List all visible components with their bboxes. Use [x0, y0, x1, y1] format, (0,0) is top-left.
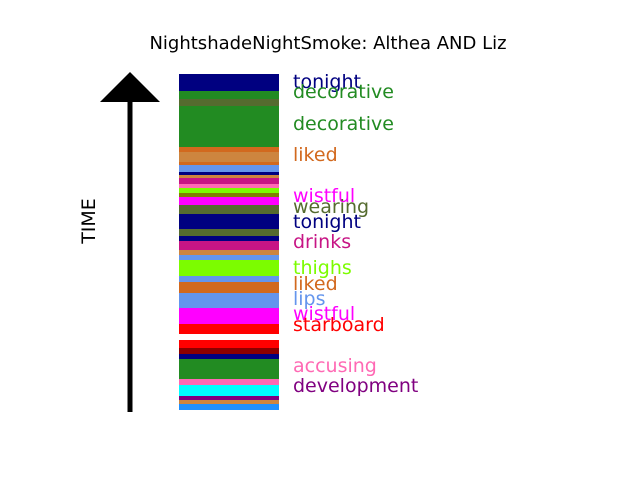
- color-band: [179, 99, 279, 106]
- chart-title: NightshadeNightSmoke: Althea AND Liz: [149, 33, 506, 54]
- color-band: [179, 293, 279, 308]
- color-band: [179, 193, 279, 197]
- color-band: [179, 404, 279, 410]
- time-axis-arrow: [100, 72, 160, 412]
- color-band: [179, 236, 279, 241]
- band-label: decorative: [293, 113, 394, 135]
- color-band: [179, 308, 279, 324]
- band-label: liked: [293, 273, 338, 295]
- color-band: [179, 379, 279, 385]
- color-band: [179, 324, 279, 334]
- band-label: lips: [293, 288, 326, 310]
- color-band: [179, 178, 279, 184]
- time-axis-label: TIME: [78, 198, 100, 245]
- band-label: liked: [293, 144, 338, 166]
- band-label: development: [293, 375, 418, 397]
- color-band: [179, 334, 279, 340]
- color-band-stack: [179, 74, 279, 410]
- color-band: [179, 250, 279, 255]
- band-label: accusing: [293, 355, 377, 377]
- band-label: wistful: [293, 303, 355, 325]
- band-label: starboard: [293, 314, 385, 336]
- color-band: [179, 214, 279, 229]
- band-label: decorative: [293, 81, 394, 103]
- color-band: [179, 165, 279, 172]
- color-band: [179, 229, 279, 236]
- band-label-group: tonightdecorativedecorativelikedwistfulw…: [293, 71, 418, 397]
- band-label: thighs: [293, 257, 352, 279]
- color-band: [179, 396, 279, 400]
- band-label: tonight: [293, 71, 361, 93]
- color-band: [179, 255, 279, 260]
- band-label: drinks: [293, 231, 351, 253]
- color-band: [179, 354, 279, 359]
- color-band: [179, 276, 279, 282]
- band-label: tonight: [293, 211, 361, 233]
- color-band: [179, 385, 279, 396]
- color-band: [179, 340, 279, 348]
- color-band: [179, 91, 279, 99]
- color-band: [179, 359, 279, 379]
- color-band: [179, 152, 279, 162]
- color-band: [179, 282, 279, 293]
- color-band: [179, 260, 279, 276]
- time-arrow-head: [100, 72, 160, 102]
- color-band: [179, 106, 279, 147]
- color-band: [179, 147, 279, 152]
- color-band: [179, 197, 279, 205]
- color-band: [179, 184, 279, 188]
- color-band: [179, 188, 279, 193]
- band-label: wistful: [293, 185, 355, 207]
- band-label: wearing: [293, 196, 369, 218]
- color-band: [179, 400, 279, 404]
- color-band: [179, 241, 279, 250]
- color-band: [179, 74, 279, 91]
- color-band: [179, 172, 279, 175]
- color-band: [179, 205, 279, 214]
- color-band: [179, 162, 279, 165]
- color-band: [179, 348, 279, 354]
- color-band: [179, 175, 279, 178]
